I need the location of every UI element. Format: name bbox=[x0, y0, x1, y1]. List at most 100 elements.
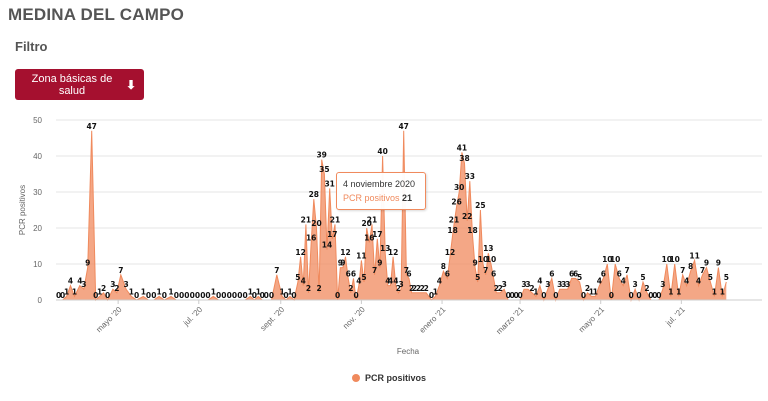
data-label: 0 bbox=[93, 291, 98, 300]
data-label: 5 bbox=[640, 273, 645, 282]
data-label: 2 bbox=[494, 284, 499, 293]
data-label: 0 bbox=[179, 291, 184, 300]
data-label: 30 bbox=[454, 183, 464, 192]
data-label: 20 bbox=[311, 219, 321, 228]
data-label: 0 bbox=[506, 291, 511, 300]
data-label: 5 bbox=[724, 273, 729, 282]
data-label: 2 bbox=[306, 284, 311, 293]
data-label: 3 bbox=[557, 280, 562, 289]
data-label: 6 bbox=[573, 269, 578, 278]
data-label: 21 bbox=[449, 215, 459, 224]
data-label: 8 bbox=[688, 262, 693, 271]
data-label: 1 bbox=[712, 287, 717, 296]
data-label: 9 bbox=[472, 259, 477, 268]
data-label: 2 bbox=[644, 284, 649, 293]
data-label: 1 bbox=[533, 287, 538, 296]
data-label: 3 bbox=[565, 280, 570, 289]
data-label: 5 bbox=[708, 273, 713, 282]
data-label: 5 bbox=[475, 273, 480, 282]
data-label: 12 bbox=[340, 248, 350, 257]
zone-filter-button[interactable]: Zona básicas de salud ⬇ bbox=[15, 69, 144, 100]
tooltip-value: 21 bbox=[402, 193, 413, 203]
data-label: 12 bbox=[295, 248, 305, 257]
data-label: 9 bbox=[704, 259, 709, 268]
data-label: 1 bbox=[720, 287, 725, 296]
data-label: 14 bbox=[322, 241, 332, 250]
data-label: 4 bbox=[356, 277, 361, 286]
data-label: 1 bbox=[129, 287, 134, 296]
data-label: 18 bbox=[467, 226, 477, 235]
data-label: 0 bbox=[205, 291, 210, 300]
data-label: 1 bbox=[279, 287, 284, 296]
page-title: MEDINA DEL CAMPO bbox=[8, 5, 185, 24]
data-label: 17 bbox=[327, 230, 337, 239]
tooltip-date: 4 noviembre 2020 bbox=[343, 179, 416, 189]
data-label: 9 bbox=[85, 259, 90, 268]
data-label: 12 bbox=[388, 248, 398, 257]
x-tick-label: mayo '20 bbox=[94, 305, 124, 335]
data-label: 39 bbox=[316, 151, 326, 160]
x-tick-label: enero '21 bbox=[418, 305, 448, 335]
data-label: 0 bbox=[628, 291, 633, 300]
data-label: 38 bbox=[459, 154, 469, 163]
data-label: 4 bbox=[537, 277, 542, 286]
data-label: 4 bbox=[301, 277, 306, 286]
data-label: 4 bbox=[696, 277, 701, 286]
y-tick-label: 50 bbox=[33, 116, 42, 125]
data-label: 0 bbox=[652, 291, 657, 300]
data-label: 7 bbox=[680, 266, 685, 275]
data-label: 3 bbox=[632, 280, 637, 289]
data-label: 2 bbox=[412, 284, 417, 293]
data-label: 0 bbox=[232, 291, 237, 300]
data-label: 0 bbox=[56, 291, 61, 300]
data-label: 0 bbox=[656, 291, 661, 300]
data-label: 4 bbox=[68, 277, 73, 286]
data-label: 1 bbox=[593, 287, 598, 296]
legend[interactable]: PCR positivos bbox=[352, 373, 426, 383]
data-label: 6 bbox=[617, 269, 622, 278]
data-label: 6 bbox=[351, 269, 356, 278]
data-label: 0 bbox=[513, 291, 518, 300]
data-label: 2 bbox=[529, 284, 534, 293]
data-label: 0 bbox=[105, 291, 110, 300]
data-label: 10 bbox=[602, 255, 612, 264]
data-label: 0 bbox=[509, 291, 514, 300]
data-label: 11 bbox=[356, 251, 366, 260]
data-label: 28 bbox=[309, 190, 319, 199]
data-label: 0 bbox=[335, 291, 340, 300]
zone-button-label: Zona básicas de salud bbox=[31, 72, 113, 97]
data-label: 7 bbox=[372, 266, 377, 275]
data-label: 1 bbox=[676, 287, 681, 296]
data-label: 0 bbox=[237, 291, 242, 300]
data-label: 1 bbox=[256, 287, 261, 296]
y-axis: 0 10 20 30 40 50 bbox=[33, 116, 42, 305]
data-label: 0 bbox=[60, 291, 65, 300]
tooltip: 4 noviembre 2020 PCR positivos 21 bbox=[336, 172, 426, 210]
data-label: 4 bbox=[437, 277, 442, 286]
data-label: 2 bbox=[409, 284, 414, 293]
data-label: 6 bbox=[406, 269, 411, 278]
data-label: 9 bbox=[716, 259, 721, 268]
data-label: 10 bbox=[486, 255, 496, 264]
data-label: 7 bbox=[700, 266, 705, 275]
data-label: 16 bbox=[306, 233, 316, 242]
data-label: 1 bbox=[248, 287, 253, 296]
data-label: 16 bbox=[364, 233, 374, 242]
data-label: 8 bbox=[441, 262, 446, 271]
data-label: 10 bbox=[662, 255, 672, 264]
x-axis-title: Fecha bbox=[397, 347, 420, 356]
data-label: 41 bbox=[457, 143, 467, 152]
data-label: 0 bbox=[553, 291, 558, 300]
data-label: 0 bbox=[636, 291, 641, 300]
data-label: 0 bbox=[200, 291, 205, 300]
data-label: 0 bbox=[252, 291, 257, 300]
data-label: 10 bbox=[478, 255, 488, 264]
data-label: 1 bbox=[211, 287, 216, 296]
data-label: 4 bbox=[621, 277, 626, 286]
data-label: 7 bbox=[483, 266, 488, 275]
data-label: 25 bbox=[475, 201, 485, 210]
data-label: 4 bbox=[388, 277, 393, 286]
data-label: 0 bbox=[221, 291, 226, 300]
y-tick-label: 20 bbox=[33, 224, 42, 233]
arrow-down-icon: ⬇ bbox=[125, 77, 136, 92]
